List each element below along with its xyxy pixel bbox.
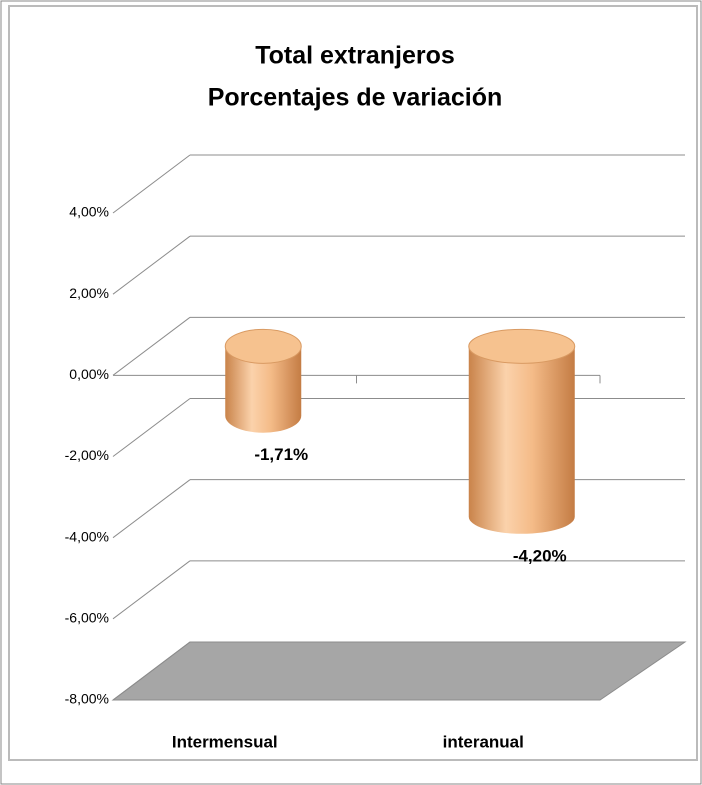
grid-line [112, 154, 191, 214]
chart-title: Porcentajes de variación [208, 84, 503, 112]
grid-line [112, 235, 191, 295]
bar [468, 346, 575, 534]
value-label: -1,71% [254, 445, 308, 464]
value-label: -4,20% [513, 546, 567, 565]
grid-line [112, 479, 191, 539]
y-tick-label: -6,00% [65, 610, 109, 626]
grid-line [112, 316, 191, 376]
chart-title: Total extranjeros [255, 42, 455, 70]
grid-line [112, 560, 191, 620]
bar-top [468, 328, 576, 364]
grid-line [112, 641, 191, 701]
x-tick-label: interanual [443, 732, 524, 751]
chart-frame [8, 5, 698, 761]
grid-line [112, 398, 191, 457]
bar-top [224, 328, 302, 364]
y-tick-label: -8,00% [65, 691, 109, 707]
y-tick-label: 4,00% [69, 204, 109, 220]
x-tick-label: Intermensual [172, 732, 278, 751]
bar [225, 346, 302, 433]
y-tick-label: -2,00% [65, 447, 109, 463]
y-tick-label: -4,00% [65, 528, 109, 544]
floor [111, 641, 687, 701]
y-tick-label: 2,00% [69, 285, 109, 301]
y-tick-label: 0,00% [69, 366, 109, 382]
